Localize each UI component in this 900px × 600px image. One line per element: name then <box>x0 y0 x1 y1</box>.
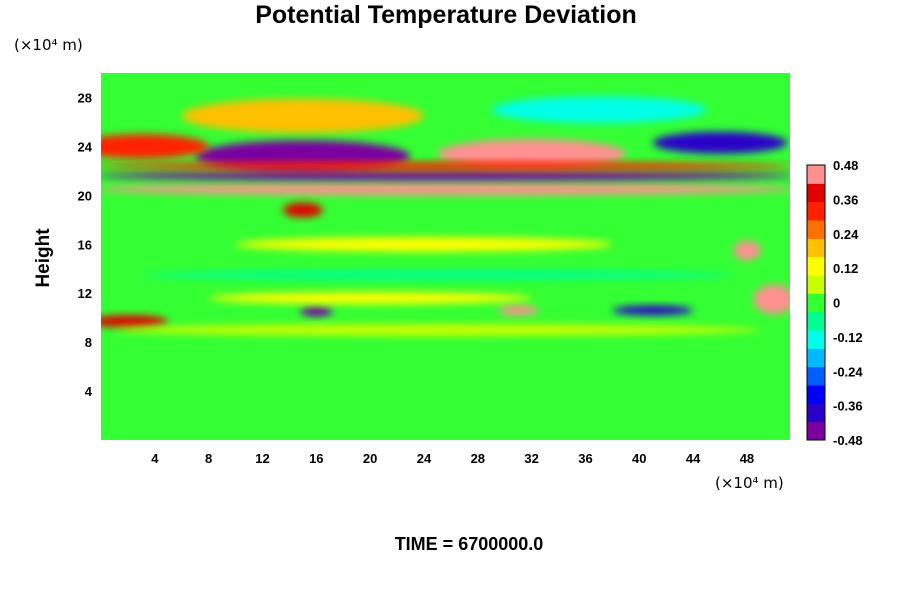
heatmap-feature-13 <box>497 305 539 316</box>
time-label: TIME = 6700000.0 <box>395 534 544 554</box>
x-tick-label: 20 <box>363 451 377 466</box>
y-tick-label: 20 <box>78 188 92 203</box>
heatmap-feature-14 <box>101 315 169 328</box>
y-tick-label: 24 <box>78 139 93 154</box>
chart-title: Potential Temperature Deviation <box>255 1 637 29</box>
y-tick-label: 8 <box>85 335 92 350</box>
colorbar-segment <box>807 275 825 294</box>
heatmap-feature-17 <box>235 236 613 252</box>
colorbar-tick-label: -0.48 <box>833 433 863 448</box>
colorbar-segment <box>807 348 825 368</box>
x-tick-label: 44 <box>686 451 701 466</box>
heatmap-field <box>101 96 790 337</box>
x-tick-label: 40 <box>632 451 646 466</box>
colorbar-segment <box>807 330 825 349</box>
heatmap-feature-7 <box>101 170 790 181</box>
y-tick-labels: 4 8 12 16 20 24 28 <box>78 90 93 399</box>
y-axis-label: Height <box>33 228 54 288</box>
heatmap-feature-15 <box>753 284 790 314</box>
heatmap-feature-9 <box>282 202 324 218</box>
colorbar-frame <box>806 164 826 441</box>
plot-background <box>101 73 790 440</box>
heatmap-feature-6 <box>101 183 790 196</box>
colorbar-tick-label: 0.48 <box>833 158 858 173</box>
colorbar <box>806 164 826 441</box>
y-tick-label: 16 <box>78 237 92 252</box>
heatmap-feature-4 <box>652 131 788 154</box>
heatmap-feature-16 <box>208 291 532 305</box>
heatmap-feature-0 <box>181 98 424 133</box>
colorbar-segment <box>807 165 825 184</box>
colorbar-segment <box>807 201 825 221</box>
y-unit-label: (×10⁴ m) <box>14 36 83 54</box>
colorbar-tick-label: -0.24 <box>833 364 863 379</box>
colorbar-segment <box>807 256 825 276</box>
x-tick-label: 28 <box>471 451 485 466</box>
heatmap-feature-18 <box>141 269 734 280</box>
heatmap-feature-19 <box>114 323 761 337</box>
colorbar-segment <box>807 220 825 239</box>
x-tick-label: 4 <box>151 451 159 466</box>
x-tick-label: 36 <box>578 451 592 466</box>
colorbar-tick-label: 0.12 <box>833 261 858 276</box>
colorbar-segment <box>807 238 825 258</box>
x-tick-label: 48 <box>740 451 754 466</box>
x-tick-label: 12 <box>255 451 269 466</box>
colorbar-segment <box>807 385 825 404</box>
x-tick-label: 24 <box>417 451 432 466</box>
heatmap-feature-5 <box>101 134 209 159</box>
x-tick-label: 32 <box>524 451 538 466</box>
heatmap-feature-3 <box>437 139 626 169</box>
colorbar-segment <box>807 403 825 423</box>
colorbar-segment <box>807 293 825 313</box>
heatmap-feature-1 <box>491 96 707 124</box>
colorbar-segment <box>807 366 825 386</box>
colorbar-segment <box>807 421 825 441</box>
colorbar-segment <box>807 311 825 331</box>
y-tick-label: 4 <box>85 384 93 399</box>
colorbar-tick-label: 0.36 <box>833 192 858 207</box>
heatmap-feature-12 <box>612 305 694 316</box>
x-tick-labels: 4 8 12 16 20 24 28 32 36 40 44 48 <box>151 451 754 466</box>
colorbar-tick-label: -0.12 <box>833 330 863 345</box>
heatmap-feature-11 <box>300 306 333 317</box>
y-tick-label: 12 <box>78 286 92 301</box>
colorbar-tick-label: -0.36 <box>833 399 863 414</box>
colorbar-tick-label: 0.24 <box>833 227 859 242</box>
y-tick-label: 28 <box>78 90 92 105</box>
colorbar-tick-label: 0 <box>833 296 840 311</box>
colorbar-tick-labels: 0.48 0.36 0.24 0.12 0 -0.12 -0.24 -0.36 -0.48 <box>833 158 863 448</box>
x-unit-label: (×10⁴ m) <box>715 474 784 492</box>
x-tick-label: 8 <box>205 451 212 466</box>
colorbar-segment <box>807 183 825 203</box>
heatmap-feature-10 <box>733 240 761 261</box>
heatmap-feature-8 <box>101 161 790 171</box>
x-tick-label: 16 <box>309 451 323 466</box>
plot-area <box>101 73 790 440</box>
